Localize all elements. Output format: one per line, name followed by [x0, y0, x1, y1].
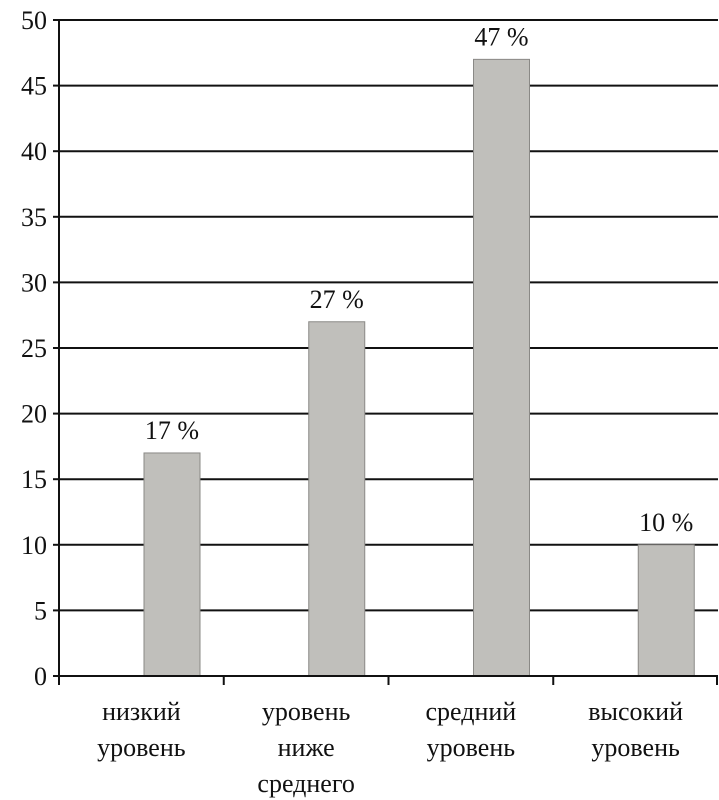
data-label: 47 %	[474, 22, 528, 51]
bar	[143, 452, 201, 677]
y-tick-label: 20	[21, 400, 47, 429]
bar	[637, 544, 695, 677]
category-label-line: высокий	[588, 697, 683, 726]
data-label: 17 %	[145, 416, 199, 445]
category-label-line: уровень	[591, 733, 680, 762]
data-label: 10 %	[639, 508, 693, 537]
y-tick-label: 5	[34, 596, 47, 625]
y-tick-label: 10	[21, 531, 47, 560]
category-label-line: уровень	[262, 697, 351, 726]
y-tick-label: 0	[34, 662, 47, 691]
y-tick-label: 40	[21, 137, 47, 166]
category-label-line: ниже	[278, 733, 335, 762]
bar	[473, 58, 530, 677]
data-labels: 17 % 27 % 47 % 10 %	[145, 22, 693, 536]
bar	[308, 321, 366, 677]
category-label: низкий уровень	[97, 697, 186, 762]
category-label-line: низкий	[102, 697, 181, 726]
y-tick-labels: 0 5 10 15 20 25 30 35 40 45 50	[21, 6, 47, 691]
category-label: уровень ниже среднего	[257, 697, 354, 798]
category-label-line: уровень	[97, 733, 186, 762]
category-label: средний уровень	[426, 697, 517, 762]
y-tick-label: 50	[21, 6, 47, 35]
category-label-line: уровень	[427, 733, 516, 762]
y-tick-label: 25	[21, 334, 47, 363]
axes	[53, 19, 718, 685]
y-tick-label: 35	[21, 203, 47, 232]
y-tick-label: 30	[21, 268, 47, 297]
y-tick-label: 15	[21, 465, 47, 494]
category-label: высокий уровень	[588, 697, 683, 762]
data-label: 27 %	[310, 285, 364, 314]
y-tick-label: 45	[21, 72, 47, 101]
category-labels: низкий уровень уровень ниже среднего средний у…	[97, 697, 683, 798]
category-label-line: средний	[426, 697, 517, 726]
category-label-line: среднего	[257, 769, 354, 798]
